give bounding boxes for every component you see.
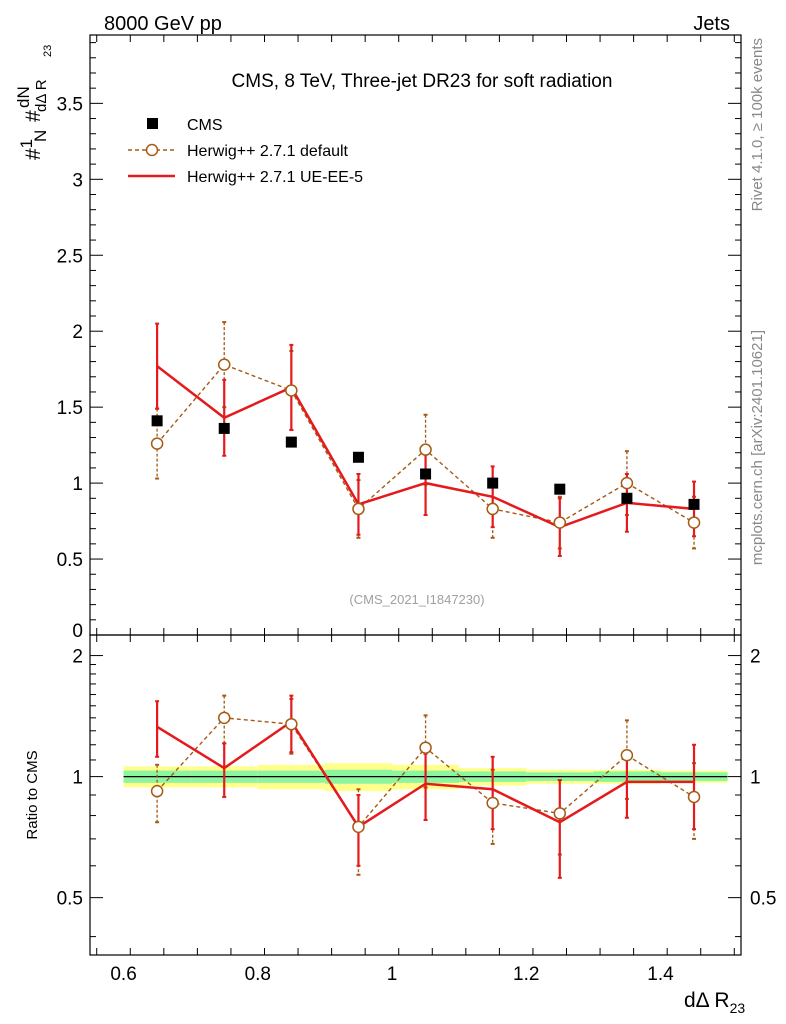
legend: CMS Herwig++ 2.7.1 default Herwig++ 2.7.… [128, 117, 363, 186]
svg-text:#1: #1 [17, 139, 45, 160]
y-label-hash2: # [22, 110, 45, 122]
ratio-default-point [217, 711, 231, 725]
ratio-ueee5-line [156, 719, 695, 829]
main-cms-point [151, 415, 163, 427]
ratio-y-tick-label: 0.5 [57, 889, 83, 910]
ratio-y-tick-label: 1 [72, 768, 83, 789]
main-cms-point [352, 451, 364, 463]
ratio-y-tick-label: 2 [72, 647, 83, 668]
x-axis-label: dΔ R23 [684, 989, 745, 1016]
x-tick-label: 1.2 [513, 964, 539, 985]
main-default-point [553, 516, 567, 529]
site-label: mcplots.cern.ch [arXiv:2401.10621] [749, 330, 766, 565]
main-cms-point [420, 468, 432, 480]
legend-cms-marker [147, 118, 158, 129]
ratio-frame [89, 634, 742, 956]
main-default-point [687, 516, 701, 529]
main-panel: CMS, 8 TeV, Three-jet DR23 for soft radi… [232, 71, 613, 607]
beam-label: 8000 GeV pp [104, 13, 222, 35]
legend-default-marker [145, 143, 159, 157]
main-default-point [150, 437, 164, 450]
ratio-default-point [620, 749, 634, 762]
main-y-tick-label: 0 [72, 621, 83, 642]
main-cms-point [285, 436, 297, 448]
x-tick-label: 0.8 [245, 964, 271, 985]
legend-default-label: Herwig++ 2.7.1 default [187, 143, 349, 160]
x-label-sub: 23 [730, 1000, 746, 1016]
y-label-sub: 23 [42, 45, 54, 57]
main-cms-point [218, 422, 230, 434]
x-tick-label: 0.6 [110, 964, 136, 985]
main-default-point [419, 443, 432, 456]
main-y-tick-label: 3 [72, 170, 83, 191]
main-cms-point [688, 498, 700, 510]
legend-cms-label: CMS [187, 117, 223, 134]
main-default-point [620, 476, 634, 490]
category-label: Jets [693, 13, 730, 35]
main-y-tick-label: 3.5 [57, 94, 83, 115]
y-label-hash: # [22, 148, 45, 160]
ratio-default-point [352, 820, 365, 834]
y-label-one: 1 [17, 139, 36, 148]
ratio-default-point [419, 741, 432, 754]
main-y-tick-label: 1 [72, 474, 83, 495]
main-y-tick-label: 2 [72, 322, 83, 343]
main-ueee5-line [156, 365, 695, 529]
ratio-default-point [553, 807, 567, 820]
ratio-y-axis-label: Ratio to CMS [24, 750, 41, 839]
y-label-N: N [31, 130, 50, 142]
y-label-dN: dN [14, 86, 33, 108]
rivet-label: Rivet 4.1.0, ≥ 100k events [749, 38, 766, 211]
analysis-watermark: (CMS_2021_I1847230) [349, 592, 484, 607]
main-cms-point [487, 477, 499, 489]
ratio-default-point [150, 784, 164, 798]
x-tick-label: 1 [387, 964, 398, 985]
main-y-tick-label: 0.5 [57, 550, 83, 571]
ratio-default-point [486, 796, 499, 810]
main-default-point [486, 502, 499, 516]
main-y-tick-label: 1.5 [57, 398, 83, 419]
ratio-y-tick-label-right: 0.5 [750, 889, 776, 910]
main-y-axis-label: #1 N # dN dΔ R 23 [14, 45, 54, 160]
chart-title: CMS, 8 TeV, Three-jet DR23 for soft radi… [232, 71, 613, 92]
main-cms-point [621, 492, 633, 504]
main-y-tick-label: 2.5 [57, 246, 83, 267]
main-default-point [217, 358, 231, 371]
main-default-point [352, 502, 365, 516]
main-default-point [285, 384, 298, 397]
ratio-y-tick-label-right: 1 [750, 768, 761, 789]
legend-ueee5-label: Herwig++ 2.7.1 UE-EE-5 [187, 169, 363, 186]
main-cms-point [554, 483, 566, 495]
ratio-default-point [285, 717, 298, 731]
x-tick-label: 1.4 [647, 964, 674, 985]
svg-text:dΔ R23: dΔ R23 [684, 989, 745, 1016]
x-label-text: dΔ R [684, 989, 730, 1012]
ratio-default-point [687, 790, 701, 804]
y-label-dR: dΔ R [33, 79, 50, 112]
ratio-y-tick-label-right: 2 [750, 647, 761, 668]
